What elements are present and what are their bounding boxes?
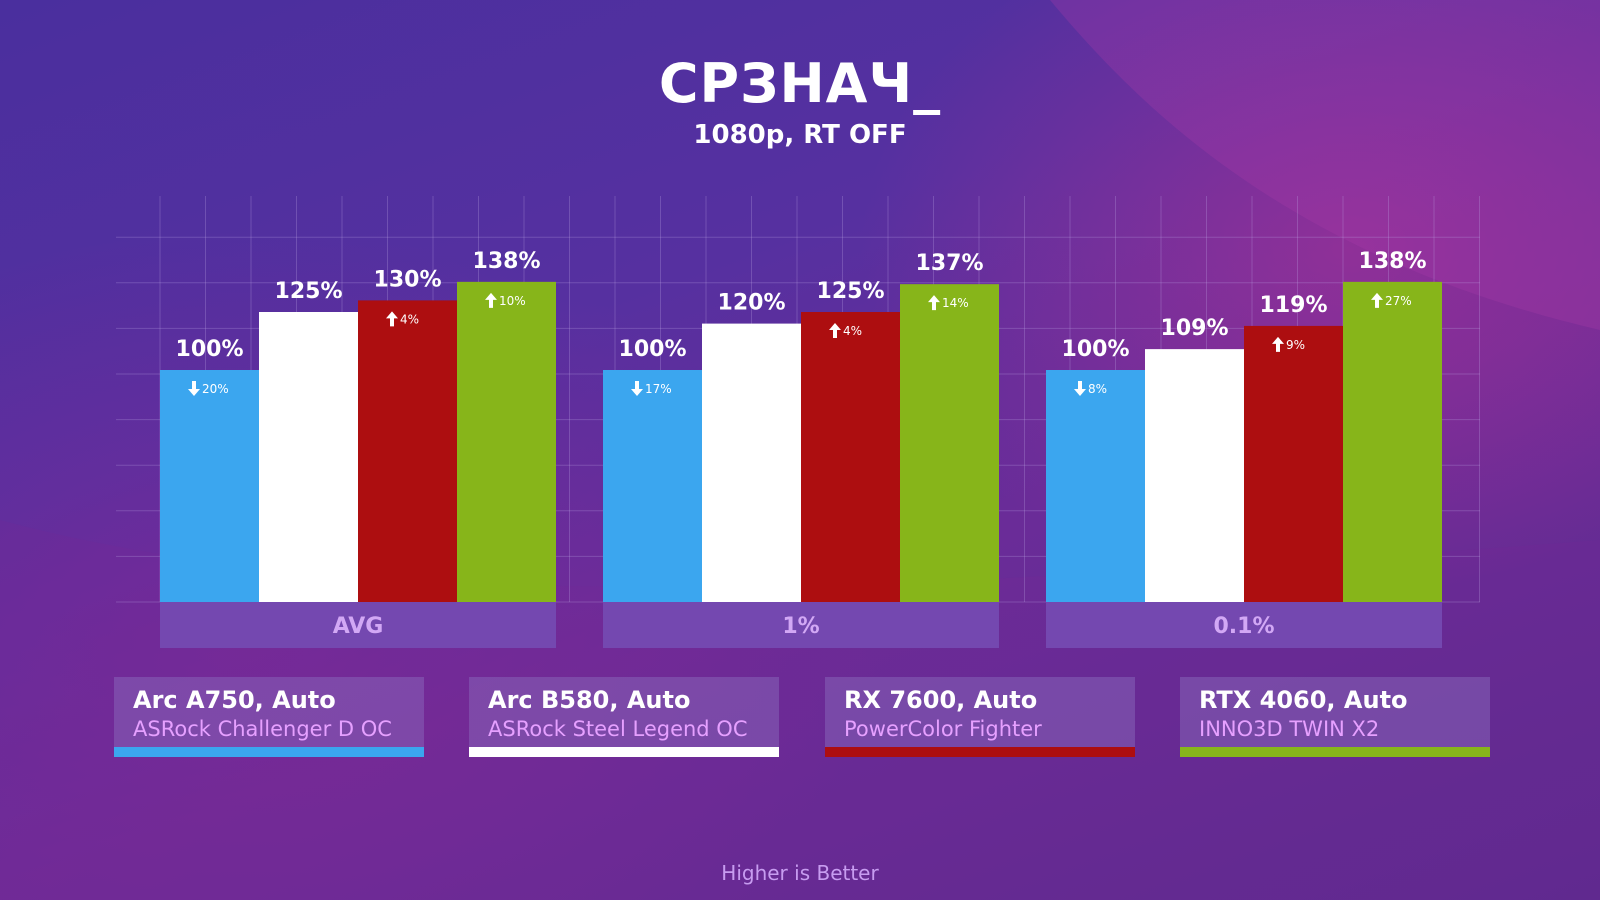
legend-item: RTX 4060, Auto INNO3D TWIN X2 [1180,677,1490,757]
bar-value-label: 138% [473,249,541,274]
bar-delta-label: 8% [1088,382,1107,396]
bar [457,281,556,602]
bar [603,370,702,602]
legend-item: Arc A750, Auto ASRock Challenger D OC [114,677,424,757]
legend-color-swatch [469,747,779,757]
bar-delta-label: 4% [843,324,862,338]
arrow-down-icon [188,381,200,396]
bar [358,300,457,602]
legend-gpu-name: Arc B580, Auto [488,686,691,714]
arrow-down-icon [1074,381,1086,396]
bar [259,312,358,602]
bar-value-label: 137% [916,251,984,276]
bar [801,312,900,602]
legend-item: Arc B580, Auto ASRock Steel Legend OC [469,677,779,757]
arrow-up-icon [386,311,398,327]
bar [1343,281,1442,602]
bar-value-label: 120% [718,291,786,316]
bar [702,323,801,602]
legend-card-name: ASRock Steel Legend OC [488,717,748,741]
chart-subtitle: 1080p, RT OFF [693,120,907,150]
group-band [160,602,556,648]
bar-value-label: 125% [275,279,343,304]
bar-value-label: 100% [619,337,687,362]
legend-card-name: PowerColor Fighter [844,717,1042,741]
bar-value-label: 130% [374,267,442,292]
bar-delta-label: 9% [1286,338,1305,352]
arrow-up-icon [485,292,497,308]
legend-gpu-name: RX 7600, Auto [844,686,1038,714]
bar-delta-label: 20% [202,382,229,396]
footer-note: Higher is Better [721,861,879,885]
legend-card-name: ASRock Challenger D OC [133,717,392,741]
group-label: AVG [333,614,384,639]
bar-value-label: 109% [1161,316,1229,341]
arrow-down-icon [631,381,643,396]
group-band [603,602,999,648]
bar-value-label: 100% [1062,337,1130,362]
bar [1046,370,1145,602]
bar-delta-label: 17% [645,382,672,396]
legend-color-swatch [114,747,424,757]
group-label: 1% [782,614,819,639]
legend-gpu-name: Arc A750, Auto [133,686,336,714]
bar [900,284,999,602]
bar-delta-label: 14% [942,296,969,310]
bar-delta-label: 4% [400,312,419,326]
group-band [1046,602,1442,648]
bar-value-label: 100% [176,337,244,362]
bar [160,370,259,602]
arrow-up-icon [1272,336,1284,352]
group-label: 0.1% [1213,614,1274,639]
legend-item: RX 7600, Auto PowerColor Fighter [825,677,1135,757]
bar-value-label: 125% [817,279,885,304]
legend-gpu-name: RTX 4060, Auto [1199,686,1408,714]
bar [1145,349,1244,602]
bar-delta-label: 10% [499,294,526,308]
chart-title: СРЗНАЧ_ [658,52,942,115]
bar-value-label: 138% [1359,249,1427,274]
bar-value-label: 119% [1260,293,1328,318]
legend-card-name: INNO3D TWIN X2 [1199,717,1380,741]
legend-color-swatch [825,747,1135,757]
arrow-up-icon [928,295,940,311]
legend-color-swatch [1180,747,1490,757]
arrow-up-icon [829,323,841,338]
bar [1244,325,1343,602]
arrow-up-icon [1371,292,1383,308]
bar-delta-label: 27% [1385,294,1412,308]
